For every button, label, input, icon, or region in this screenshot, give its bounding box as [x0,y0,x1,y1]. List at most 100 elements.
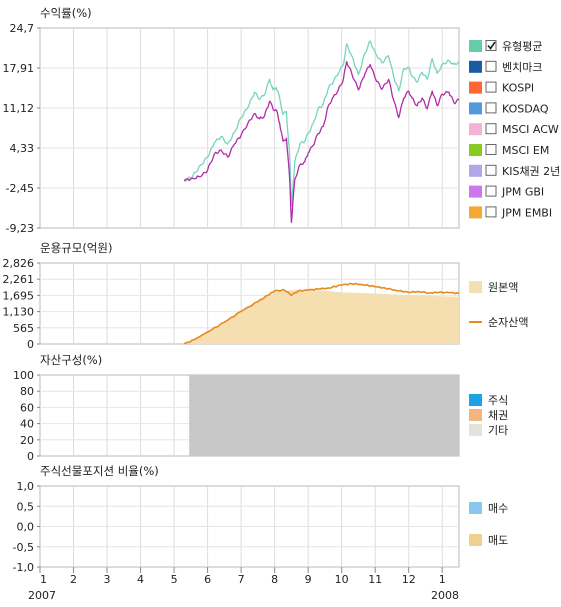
x-month-label: 11 [368,573,382,586]
legend-item: 기타 [469,424,508,437]
legend-swatch [469,123,482,136]
legend-item[interactable]: 유형평균 [469,40,542,53]
legend-item: 매수 [469,502,508,515]
legend-item: 매도 [469,534,508,547]
legend-checkbox[interactable] [485,164,497,176]
panel-title-3: 주식선물포지션 비율(%) [40,464,159,478]
y-tick-label: 0,5 [17,500,35,513]
y-tick-label: 11,12 [3,102,35,115]
legend-item: 원본액 [469,281,518,294]
legend-swatch [469,534,482,546]
panel-title-0: 수익률(%) [40,6,92,20]
y-tick-label: 4,33 [10,142,35,155]
legend-checkbox[interactable] [485,206,497,218]
legend-swatch [469,60,482,73]
y-tick-label: 2,261 [3,273,35,286]
legend-item[interactable]: KOSPI [469,81,534,95]
legend-checkbox[interactable] [485,102,497,114]
x-month-label: 7 [238,573,245,586]
legend-label: 매수 [488,502,508,515]
y-tick-label: 565 [13,322,34,335]
y-tick-label: 0 [27,338,34,351]
checkmark-icon [487,41,496,50]
y-tick-label: 1,130 [3,306,35,319]
x-year-label: 2007 [28,589,56,602]
legend-label: 유형평균 [502,40,542,53]
legend-label: JPM GBI [501,186,544,199]
legend-item[interactable]: KOSDAQ [469,102,549,115]
legend-label: 벤치마크 [502,61,542,74]
legend-swatch [469,502,482,514]
y-tick-label: 100 [13,369,34,382]
y-tick-label: 40 [20,418,34,431]
legend-swatch [469,81,482,94]
legend-label: MSCI EM [502,144,549,157]
x-month-label: 2 [70,573,77,586]
y-tick-label: -1,0 [13,561,34,574]
legend-swatch [469,164,482,177]
legend-label: KOSPI [502,82,534,95]
legend-checkbox[interactable] [485,123,497,135]
legend-checkbox[interactable] [485,60,497,72]
legend-checkbox[interactable] [485,81,497,93]
legend-item[interactable]: MSCI EM [469,144,549,157]
x-month-label: 9 [305,573,312,586]
legend-swatch [469,144,482,156]
y-tick-label: 20 [20,434,34,447]
legend-checkbox[interactable] [485,185,497,197]
y-tick-label: -9,23 [6,222,34,235]
plot-area-0 [39,27,460,229]
x-month-label: 8 [271,573,278,586]
legend-label: MSCI ACW [502,123,559,136]
legend-item[interactable]: 벤치마크 [469,60,542,74]
area-series-원본액 [184,289,459,344]
y-tick-label: 60 [20,401,34,414]
legend-swatch [469,102,482,115]
y-tick-label: 2,826 [3,257,35,270]
y-tick-label: 0,0 [17,521,35,534]
line-series-KOSPI [183,60,460,224]
legend-label: 기타 [488,424,508,437]
legend-label: KIS채권 2년 [502,165,560,178]
legend-item[interactable]: JPM EMBI [469,206,552,219]
legend-checkbox[interactable] [485,40,497,51]
panel-title-1: 운용규모(억원) [40,241,112,255]
legend-label: 원본액 [488,281,518,294]
x-month-label: 3 [104,573,111,586]
x-month-label: 1 [40,573,47,586]
x-month-label: 10 [335,573,349,586]
y-tick-label: 24,7 [10,22,35,35]
legend-item[interactable]: JPM GBI [469,185,544,199]
line-series-유형평균 [183,40,460,207]
legend-label: KOSDAQ [502,102,549,115]
legend-item[interactable]: MSCI ACW [469,123,559,136]
legend-swatch [469,409,482,421]
legend-swatch [469,281,482,293]
legend-swatch [469,424,482,436]
x-year-label: 2008 [431,589,459,602]
legend-item: 주식 [469,394,508,407]
y-tick-label: -2,45 [6,182,34,195]
legend-swatch [469,40,482,52]
y-tick-label: -0,5 [13,541,34,554]
legend-item: 순자산액 [469,316,528,329]
y-tick-label: 1,695 [3,289,35,302]
legend-label: 채권 [488,409,508,422]
line-series-순자산액 [183,282,460,345]
x-month-label: 4 [137,573,144,586]
x-month-label: 6 [204,573,211,586]
legend-label: 주식 [488,394,508,407]
x-month-label: 12 [402,573,416,586]
legend-swatch [469,206,482,219]
y-tick-label: 1,0 [17,480,35,493]
legend-label: JPM EMBI [501,206,552,219]
x-month-label: 1 [439,573,446,586]
legend-item[interactable]: KIS채권 2년 [469,164,560,178]
panel-title-2: 자산구성(%) [40,353,102,367]
legend-item: 채권 [469,409,508,422]
legend-checkbox[interactable] [485,144,497,155]
legend-label: 매도 [488,534,508,547]
legend-swatch [469,394,482,406]
y-tick-label: 0 [27,450,34,463]
